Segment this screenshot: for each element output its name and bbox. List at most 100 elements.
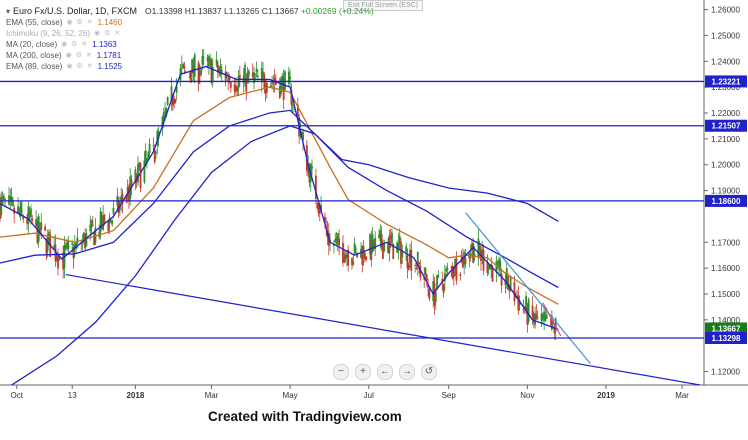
candle-body [84,235,86,249]
candle-body [522,308,525,310]
chevron-down-icon[interactable]: ▾ [6,7,11,16]
candle-body [486,261,489,273]
candle-body [489,266,491,270]
candle-body [120,196,123,203]
candle-body [62,252,65,270]
candle-body [436,274,438,289]
candle-body [2,195,5,200]
candle-body [527,299,530,322]
candle-body [215,59,218,66]
candle-body [157,131,160,139]
candle-body [278,86,281,98]
candle-body [188,76,191,77]
candle-body [544,316,547,321]
y-tick-label: 1.19000 [711,187,740,196]
candle-body [273,77,276,83]
candle-body [90,219,93,228]
candle-body [165,108,168,117]
candle-body [443,273,446,282]
candle-body [220,69,223,73]
candle-body [31,218,34,221]
indicator-label: EMA (89, close) [6,62,63,71]
candle-body [389,236,392,240]
indicator-settings-icon[interactable]: ◉ ⚙ ✕ [94,30,122,37]
candle-body [4,198,7,201]
zoom-in-button[interactable]: + [355,364,371,380]
candle-body [526,307,529,325]
candle-body [525,295,527,311]
indicator-value: 1.1460 [97,18,123,27]
candle-body [71,243,74,245]
ohlc-values: O1.13398 H1.13837 L1.13265 C1.13667 [145,6,299,16]
candle-body [245,76,248,92]
legend-indicator-row[interactable]: EMA (89, close) ◉ ⚙ ✕ 1.1525 [6,61,374,72]
candle-body [202,57,205,59]
legend-indicator-row[interactable]: EMA (55, close) ◉ ⚙ ✕ 1.1460 [6,17,374,28]
scroll-right-button[interactable]: → [399,364,415,380]
y-tick-label: 1.17000 [711,238,740,247]
trendline [65,274,701,386]
candle-body [302,132,304,141]
candle-body [125,194,128,200]
candle-body [99,211,102,233]
candle-body [30,208,32,218]
reset-chart-button[interactable]: ↺ [421,364,437,380]
candle-body [129,176,132,199]
candle-body [498,259,500,269]
candle-body [378,234,380,239]
candle-body [9,196,12,203]
x-tick-label: Mar [205,391,219,400]
candle-body [427,285,429,288]
candle-body [383,243,386,251]
candle-body [130,179,133,187]
candle-body [219,66,222,75]
indicator-settings-icon[interactable]: ◉ ⚙ ✕ [66,63,94,70]
candle-body [434,292,437,302]
legend-indicator-row[interactable]: MA (200, close) ◉ ⚙ ✕ 1.1781 [6,50,374,61]
candle-body [382,245,384,259]
exit-fullscreen-button[interactable]: Exit Full Screen (ESC) [343,0,424,11]
candle-body [57,256,59,269]
candle-body [153,150,156,163]
candle-body [233,84,236,92]
candle-body [161,116,164,127]
zoom-out-button[interactable]: − [333,364,349,380]
scroll-left-button[interactable]: ← [377,364,393,380]
candle-body [324,216,326,223]
y-tick-label: 1.21000 [711,135,740,144]
candle-body [137,164,139,183]
candle-body [433,283,436,306]
candle-body [335,237,338,245]
candle-body [89,225,92,232]
legend-indicator-row[interactable]: MA (20, close) ◉ ⚙ ✕ 1.1363 [6,39,374,50]
candle-body [175,86,178,93]
indicator-settings-icon[interactable]: ◉ ⚙ ✕ [61,41,89,48]
candle-body [39,228,41,235]
candle-body [428,288,431,299]
candle-body [454,259,457,270]
candle-body [461,258,464,268]
candle-body [459,274,462,276]
candle-body [76,237,79,244]
candle-body [353,243,356,254]
y-tick-label: 1.24000 [711,57,740,66]
candle-body [405,246,408,252]
indicator-settings-icon[interactable]: ◉ ⚙ ✕ [66,19,94,26]
candle-body [85,233,88,247]
candle-body [415,268,418,270]
candle-body [269,85,272,87]
candle-body [296,104,299,117]
candle-body [282,77,285,100]
candle-body [369,234,371,255]
legend-indicator-row[interactable]: Ichimoku (9, 26, 52, 26) ◉ ⚙ ✕ [6,28,374,39]
level-label: 1.18600 [712,197,741,206]
candle-body [517,295,520,311]
indicator-settings-icon[interactable]: ◉ ⚙ ✕ [65,52,93,59]
candle-body [344,254,347,259]
candle-body [40,222,43,230]
candle-body [236,87,239,92]
candle-body [491,268,494,282]
candle-body [58,256,61,260]
candle-body [271,82,273,85]
